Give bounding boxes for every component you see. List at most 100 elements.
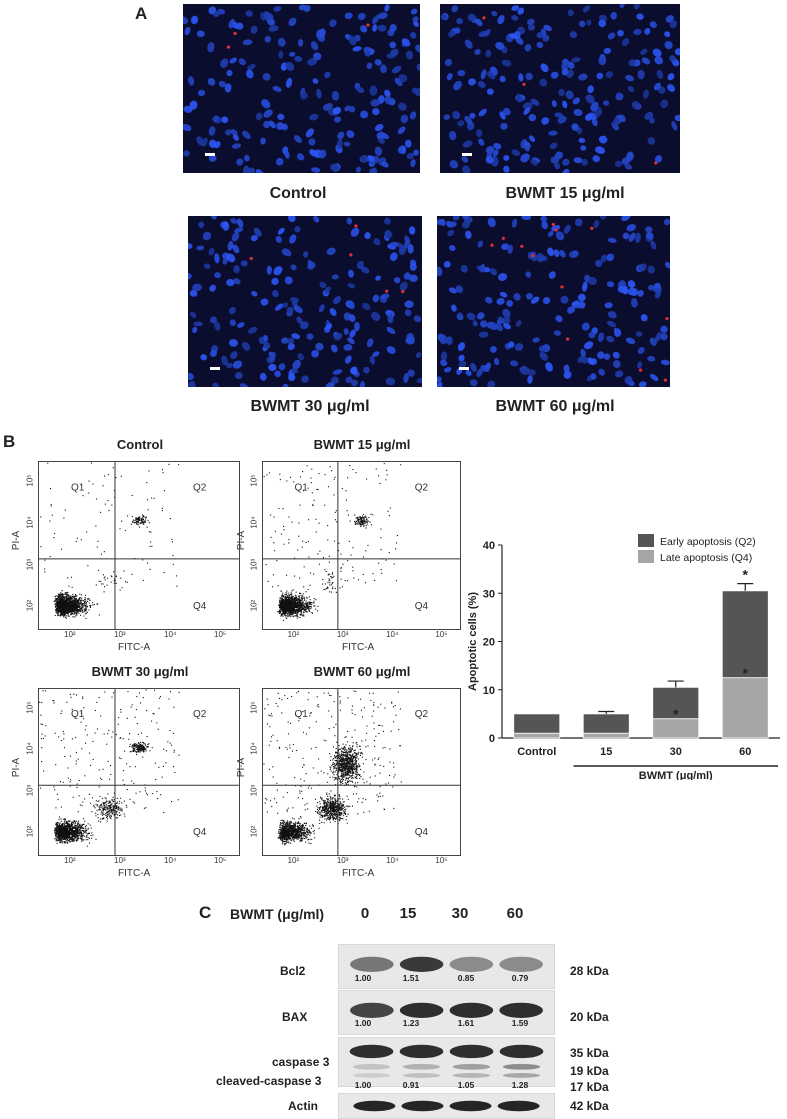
flow-ytick-1-3: 10⁵ (26, 474, 35, 486)
flow-ytick-4-3: 10⁵ (250, 701, 259, 713)
apoptosis-bar-chart: 0 10 20 30 40 Apoptotic cells (%) Control 15 30 6… (458, 530, 787, 780)
flow-xtick-3-1: 10³ (114, 856, 126, 865)
wb-val-cc3-15: 0.91 (388, 1080, 434, 1090)
chart-y-tick-label: 10 (483, 685, 495, 697)
flow-xlabel-4: FITC-A (342, 868, 374, 879)
kda-cc3-17: 17 kDa (570, 1080, 609, 1094)
flow-xtick-4-1: 10³ (337, 856, 349, 865)
wb-val-cc3-30: 1.05 (443, 1080, 489, 1090)
legend-label-0: Early apoptosis (Q2) (660, 536, 756, 548)
wb-val-bcl2-60: 0.79 (497, 973, 543, 983)
legend-swatch-0 (638, 534, 654, 547)
quadrant-q4-label: Q4 (193, 827, 207, 838)
caption-control: Control (198, 185, 398, 203)
flow-title-bwmt-60: BWMT 60 μg/ml (282, 664, 442, 679)
flow-ytick-4-0: 10² (249, 826, 258, 838)
chart-y-label: Apoptotic cells (%) (467, 592, 479, 691)
kda-caspase3: 35 kDa (570, 1046, 609, 1060)
quadrant-q4-label: Q4 (415, 601, 429, 612)
flow-plot-bwmt-30: Q1 Q2 Q4 (38, 688, 240, 856)
chart-x-tick-label-60: 60 (739, 746, 751, 758)
panel-a-letter: A (135, 4, 147, 24)
chart-y-tick-label: 40 (483, 540, 495, 552)
kda-bcl2: 28 kDa (570, 964, 609, 978)
flow-ylabel-4: PI-A (236, 758, 247, 777)
flow-xtick-1-1: 10³ (114, 630, 126, 639)
quadrant-q4-label: Q4 (193, 601, 207, 612)
micrograph-control (183, 4, 420, 173)
apoptosis-chart-svg: 0 10 20 30 40 Apoptotic cells (%) Control 15 30 6… (458, 530, 787, 780)
wb-val-bcl2-30: 0.85 (443, 973, 489, 983)
chart-x-tick-label-30: 30 (670, 746, 682, 758)
flow-title-bwmt-15: BWMT 15 μg/ml (282, 437, 442, 452)
kda-bax: 20 kDa (570, 1010, 609, 1024)
caption-bwmt-60: BWMT 60 μg/ml (445, 398, 665, 416)
quadrant-q1-label: Q1 (295, 709, 309, 720)
wb-val-cc3-60: 1.28 (497, 1080, 543, 1090)
significance-mark: * (743, 665, 749, 681)
wb-val-bax-15: 1.23 (388, 1018, 434, 1028)
micrograph-bwmt-15 (440, 4, 680, 173)
wb-label-actin: Actin (288, 1099, 318, 1113)
wb-lane-60: 60 (500, 905, 530, 922)
flow-xtick-4-0: 10² (288, 856, 300, 865)
bar-late-Control (514, 733, 560, 738)
flow-ytick-3-0: 10² (25, 826, 34, 838)
flow-ytick-4-2: 10⁴ (250, 743, 259, 755)
quadrant-q2-label: Q2 (193, 482, 207, 493)
micrograph-bwmt-60 (437, 216, 670, 387)
flow-ytick-3-3: 10⁵ (26, 701, 35, 713)
flow-xtick-4-3: 10⁵ (435, 856, 447, 865)
wb-label-cleaved-caspase3: cleaved-caspase 3 (216, 1074, 321, 1088)
flow-title-control: Control (60, 437, 220, 452)
flow-xtick-2-2: 10⁴ (386, 630, 398, 639)
wb-val-cc3-0: 1.00 (340, 1080, 386, 1090)
flow-xtick-4-2: 10⁴ (386, 856, 398, 865)
flow-ytick-1-2: 10⁴ (26, 516, 35, 528)
flow-ytick-2-2: 10⁴ (250, 516, 259, 528)
chart-y-tick-label: 30 (483, 588, 495, 600)
quadrant-q4-label: Q4 (415, 827, 429, 838)
panel-b-letter: B (3, 432, 15, 452)
flow-xtick-1-2: 10⁴ (164, 630, 176, 639)
quadrant-q2-label: Q2 (193, 709, 207, 720)
chart-x-tick-label-15: 15 (600, 746, 612, 758)
flow-title-bwmt-30: BWMT 30 μg/ml (60, 664, 220, 679)
flow-xtick-3-3: 10⁵ (214, 856, 226, 865)
significance-mark: * (673, 706, 679, 722)
flow-xtick-2-1: 10³ (337, 630, 349, 639)
chart-y-tick-label: 0 (489, 733, 495, 745)
caption-bwmt-15: BWMT 15 μg/ml (455, 185, 675, 203)
chart-x-tick-label-Control: Control (517, 746, 556, 758)
flow-xtick-1-0: 10² (64, 630, 76, 639)
wb-val-bax-30: 1.61 (443, 1018, 489, 1028)
wb-val-bcl2-0: 1.00 (340, 973, 386, 983)
bar-early-15 (583, 714, 629, 733)
wb-lane-0: 0 (350, 905, 380, 922)
flow-ytick-2-3: 10⁵ (250, 474, 259, 486)
chart-x-label: BWMT (μg/ml) (639, 770, 713, 780)
chart-y-tick-label: 20 (483, 637, 495, 649)
quadrant-q2-label: Q2 (415, 482, 429, 493)
flow-xlabel-3: FITC-A (118, 868, 150, 879)
wb-header-label: BWMT (μg/ml) (230, 906, 324, 922)
flow-plot-bwmt-15: Q1 Q2 Q4 (262, 461, 461, 630)
flow-ytick-4-1: 10³ (249, 785, 258, 797)
wb-lane-30: 30 (445, 905, 475, 922)
flow-ytick-1-1: 10³ (25, 558, 34, 570)
flow-xlabel-2: FITC-A (342, 642, 374, 653)
wb-val-bcl2-15: 1.51 (388, 973, 434, 983)
quadrant-q1-label: Q1 (71, 709, 85, 720)
legend-swatch-1 (638, 550, 654, 563)
micrograph-bwmt-30 (188, 216, 422, 387)
quadrant-q1-label: Q1 (295, 482, 309, 493)
legend-label-1: Late apoptosis (Q4) (660, 552, 752, 564)
kda-actin: 42 kDa (570, 1099, 609, 1113)
flow-ytick-2-1: 10³ (249, 558, 258, 570)
caption-bwmt-30: BWMT 30 μg/ml (200, 398, 420, 416)
flow-xtick-3-2: 10⁴ (164, 856, 176, 865)
flow-ytick-2-0: 10² (249, 600, 258, 612)
bar-late-15 (583, 733, 629, 738)
